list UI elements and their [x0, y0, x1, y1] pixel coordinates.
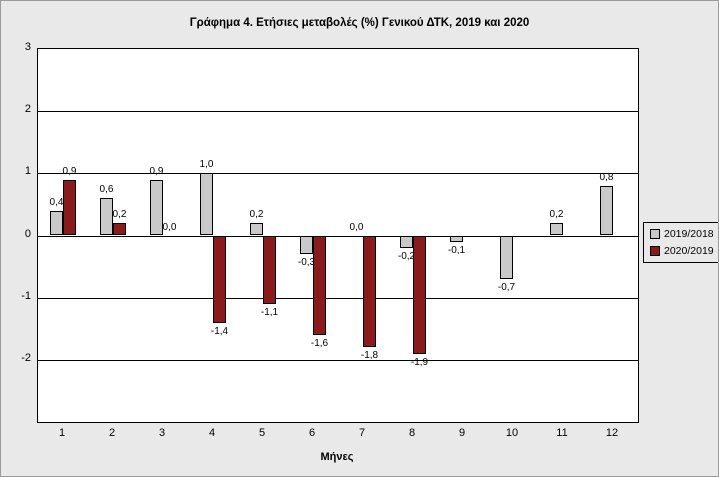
bar-2019/2018-month-2	[100, 198, 113, 236]
bar-value-label: -0,2	[397, 250, 416, 262]
bar-2020/2019-month-1	[63, 179, 76, 236]
bar-2019/2018-month-12	[600, 185, 613, 236]
bar-2020/2019-month-7	[363, 235, 376, 348]
gridline	[38, 111, 638, 113]
x-tick-label-month-5: 5	[258, 427, 266, 439]
bar-2019/2018-month-6	[300, 235, 313, 255]
y-tick-label: -2	[21, 351, 31, 364]
gridline	[38, 297, 638, 299]
bar-2019/2018-month-10	[500, 235, 513, 280]
bar-value-label: 0,9	[62, 165, 77, 177]
bar-value-label: -1,9	[410, 356, 429, 368]
bar-2019/2018-month-5	[250, 223, 263, 236]
y-tick-label: 0	[24, 227, 31, 240]
legend-entry-2020/2019: 2020/2019	[650, 245, 714, 257]
bar-2019/2018-month-9	[450, 235, 463, 242]
legend-swatch	[650, 229, 660, 239]
bar-value-label: -1,6	[310, 337, 329, 349]
bar-2019/2018-month-4	[200, 173, 213, 236]
bar-value-label: 0,0	[162, 221, 177, 233]
bar-value-label: 0,6	[99, 184, 114, 196]
chart-title: Γράφημα 4. Ετήσιες μεταβολές (%) Γενικού…	[189, 17, 530, 29]
x-tick-label-month-7: 7	[358, 427, 366, 439]
legend-label: 2019/2018	[664, 228, 714, 240]
x-tick-label-month-6: 6	[308, 427, 316, 439]
bar-2019/2018-month-3	[150, 179, 163, 236]
gridline	[38, 359, 638, 361]
bar-value-label: 1,0	[199, 159, 214, 171]
y-tick-label: 2	[24, 103, 31, 116]
bar-value-label: -1,4	[210, 325, 229, 337]
gridline	[38, 235, 638, 237]
bar-2019/2018-month-1	[50, 210, 63, 236]
bar-value-label: 0,8	[599, 171, 614, 183]
bar-value-label: -0,1	[447, 244, 466, 256]
gridline	[38, 173, 638, 175]
x-tick-label-month-9: 9	[458, 427, 466, 439]
bar-2019/2018-month-8	[400, 235, 413, 248]
bar-2020/2019-month-5	[263, 235, 276, 304]
x-tick-label-month-1: 1	[58, 427, 66, 439]
x-tick-label-month-4: 4	[208, 427, 216, 439]
bar-value-label: 0,4	[49, 196, 64, 208]
bar-value-label: -1,8	[360, 350, 379, 362]
legend-entry-2019/2018: 2019/2018	[650, 228, 714, 240]
x-tick-label-month-10: 10	[505, 427, 519, 439]
x-tick-label-month-8: 8	[408, 427, 416, 439]
bar-value-label: 0,2	[112, 209, 127, 221]
bar-2020/2019-month-4	[213, 235, 226, 323]
bar-value-label: -1,1	[260, 306, 279, 318]
x-tick-label-month-2: 2	[108, 427, 116, 439]
bar-2020/2019-month-6	[313, 235, 326, 335]
bar-value-label: 0,0	[349, 221, 364, 233]
legend-swatch	[650, 246, 660, 256]
bar-2019/2018-month-11	[550, 223, 563, 236]
bar-value-label: -0,7	[497, 282, 516, 294]
bar-2020/2019-month-8	[413, 235, 426, 354]
legend: 2019/2018 2020/2019	[643, 222, 718, 263]
legend-label: 2020/2019	[664, 245, 714, 257]
x-axis-title: Μήνες	[320, 451, 354, 463]
y-tick-label: -1	[21, 289, 31, 302]
bar-value-label: 0,2	[249, 209, 264, 221]
bar-value-label: 0,2	[549, 209, 564, 221]
bar-value-label: 0,9	[149, 165, 164, 177]
y-tick-label: 3	[24, 41, 31, 53]
y-tick-label: 1	[24, 165, 31, 178]
x-tick-label-month-3: 3	[158, 427, 166, 439]
bar-value-label: -0,3	[297, 257, 316, 269]
x-tick-label-month-12: 12	[605, 427, 619, 439]
plot-area: 0,4 0,6 0,9 1,0 0,2 -0,3 0,0 -0,2 -0,1 -0,7 0,2 0,8…	[37, 48, 639, 423]
bar-2020/2019-month-2	[113, 223, 126, 236]
x-tick-label-month-11: 11	[556, 427, 568, 439]
